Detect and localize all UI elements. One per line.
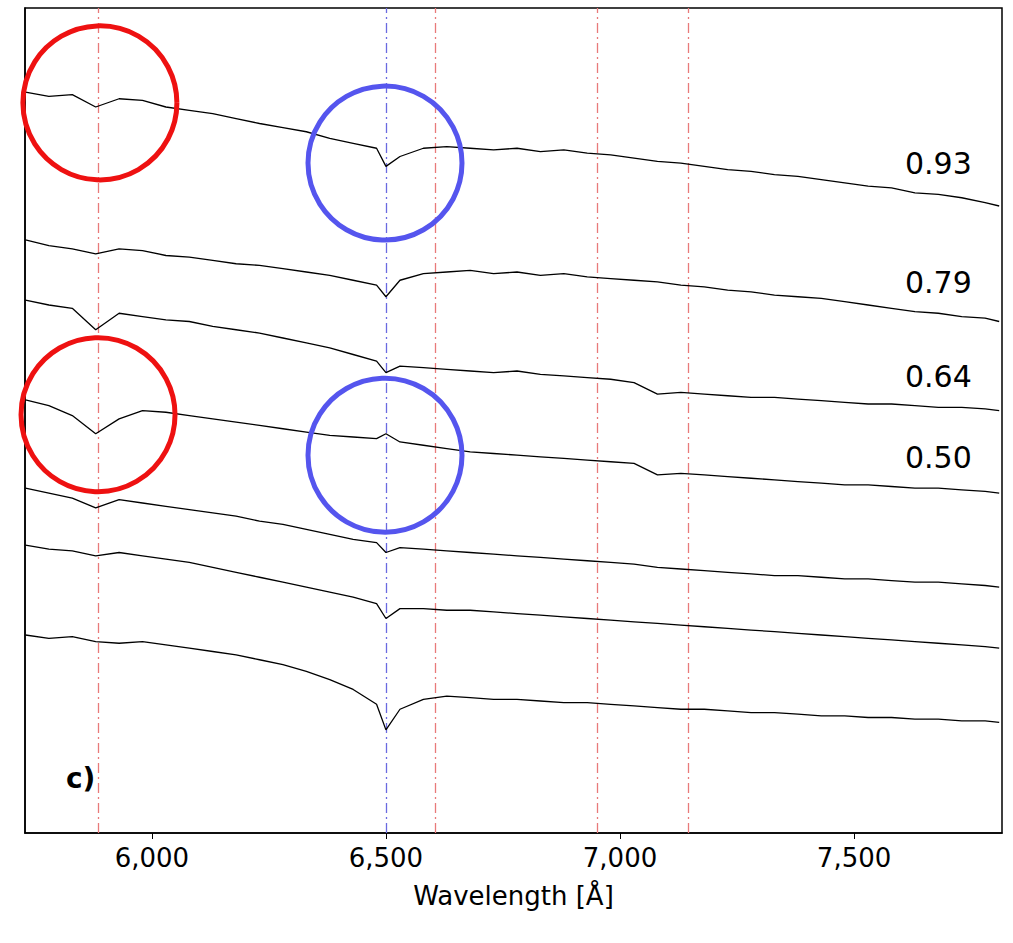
- svg-text:0.79: 0.79: [905, 265, 972, 300]
- svg-text:7,000: 7,000: [583, 843, 657, 873]
- svg-text:6,500: 6,500: [349, 843, 423, 873]
- svg-text:6,000: 6,000: [115, 843, 189, 873]
- svg-text:c): c): [66, 762, 95, 795]
- svg-text:7,500: 7,500: [817, 843, 891, 873]
- svg-text:0.93: 0.93: [905, 146, 972, 181]
- svg-text:Wavelength [Å]: Wavelength [Å]: [413, 880, 614, 911]
- svg-text:0.50: 0.50: [905, 440, 972, 475]
- svg-text:0.64: 0.64: [905, 359, 972, 394]
